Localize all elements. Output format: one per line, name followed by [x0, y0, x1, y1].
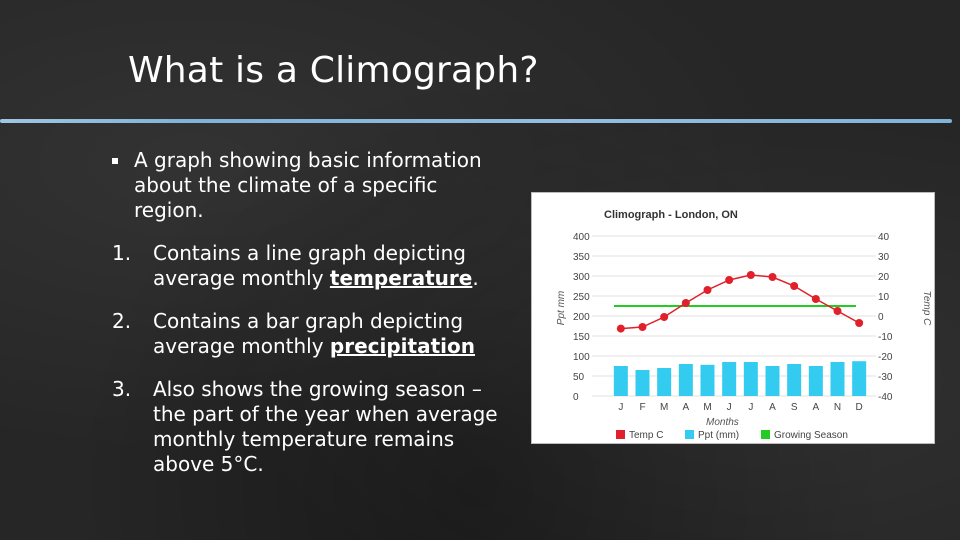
month-tick-label: A [812, 402, 819, 413]
list-item-2: 2. Contains a bar graph depicting averag… [112, 309, 502, 359]
precip-bar [635, 370, 650, 396]
list-item-text: Contains a bar graph depicting average m… [153, 309, 502, 359]
temperature-point [681, 299, 690, 307]
right-tick-label: 30 [878, 252, 890, 263]
temperature-point [616, 324, 625, 333]
list-item-text: Also shows the growing season – the part… [153, 377, 498, 476]
precip-bar [765, 366, 780, 396]
left-tick-label: 150 [573, 332, 590, 343]
precip-bar [852, 361, 867, 396]
right-tick-label: -20 [878, 352, 893, 363]
list-number: 3. [112, 377, 132, 401]
chart-svg: Climograph - London, ON 4003503002502001… [556, 209, 932, 441]
temperature-point [660, 313, 669, 321]
slide-title: What is a Climograph? [128, 50, 539, 91]
chart-grid [592, 235, 876, 397]
list-item-1: 1. Contains a line graph depicting avera… [112, 241, 502, 291]
month-tick-label: J [748, 402, 753, 413]
legend-label: Growing Season [774, 430, 848, 441]
right-axis-label: Temp C [921, 291, 932, 326]
month-tick-label: M [660, 402, 668, 413]
left-axis-label: Ppt mm [556, 291, 567, 325]
temperature-point [638, 323, 647, 331]
precip-bar [722, 362, 737, 396]
month-tick-label: M [703, 402, 711, 413]
list-item-3: 3. Also shows the growing season – the p… [112, 377, 502, 477]
left-tick-label: 350 [573, 252, 590, 263]
right-tick-label: 20 [878, 272, 890, 283]
list-number: 1. [112, 241, 132, 265]
temperature-point [790, 282, 799, 290]
temperature-line [616, 271, 864, 333]
legend-swatch [616, 430, 625, 439]
right-tick-label: -10 [878, 332, 893, 343]
chart-title: Climograph - London, ON [604, 209, 738, 221]
month-tick-label: J [727, 402, 732, 413]
left-tick-label: 300 [573, 272, 590, 283]
right-tick-label: 40 [878, 232, 890, 243]
month-tick-label: A [769, 402, 776, 413]
right-tick-label: 0 [878, 312, 884, 323]
left-tick-label: 100 [573, 352, 590, 363]
precip-bar [657, 368, 672, 396]
right-axis-ticks: 40 30 20 10 0 -10 -20 -30 -40 [878, 232, 893, 403]
climograph-chart: Climograph - London, ON 400 350 300 250 200 1… [531, 192, 935, 444]
bullet-definition: A graph showing basic information about … [112, 148, 512, 223]
title-underline [0, 119, 952, 123]
temperature-point [746, 271, 755, 279]
month-tick-label: S [791, 402, 798, 413]
precipitation-bars [613, 361, 867, 396]
temperature-point [703, 286, 712, 294]
precip-bar [678, 364, 693, 396]
precip-bar [808, 366, 823, 396]
keyword-temperature: temperature [329, 266, 473, 290]
bullet-text: A graph showing basic information about … [134, 148, 482, 222]
item-text-pre: Contains a line graph depicting average … [153, 241, 466, 290]
left-tick-label: 250 [573, 292, 590, 303]
legend-swatch [761, 430, 770, 439]
month-tick-label: F [639, 402, 645, 413]
precip-bar [743, 362, 758, 396]
month-tick-label: J [618, 402, 623, 413]
left-tick-label: 0 [573, 392, 579, 403]
legend-label: Temp C [629, 430, 663, 441]
temperature-point [768, 273, 777, 281]
list-number: 2. [112, 309, 132, 333]
precip-bar [700, 364, 715, 396]
temperature-point [833, 307, 842, 315]
x-axis-label: Months [706, 417, 739, 428]
left-tick-label: 50 [573, 372, 585, 383]
item-text-pre: Contains a bar graph depicting average m… [153, 309, 464, 358]
left-axis-ticks: 400 350 300 250 200 150 100 50 0 [573, 232, 590, 403]
legend-label: Ppt (mm) [698, 430, 739, 441]
right-tick-label: -40 [878, 392, 893, 403]
precip-bar [613, 366, 628, 396]
month-tick-label: A [682, 402, 689, 413]
precip-bar [830, 362, 845, 396]
month-tick-label: N [834, 402, 841, 413]
left-tick-label: 400 [573, 232, 590, 243]
month-tick-label: D [856, 402, 863, 413]
right-tick-label: -30 [878, 372, 893, 383]
keyword-precipitation: precipitation [329, 334, 475, 358]
square-bullet-icon [112, 158, 118, 164]
temperature-point [855, 319, 864, 327]
item-text-post: . [472, 266, 479, 290]
left-tick-label: 200 [573, 312, 590, 323]
list-item-text: Contains a line graph depicting average … [153, 241, 502, 291]
chart-legend: Temp C Ppt (mm) Growing Season [616, 430, 848, 441]
legend-swatch [685, 430, 694, 439]
temperature-point [725, 276, 734, 284]
temperature-series-line [620, 274, 860, 330]
precip-bar [787, 364, 802, 396]
right-tick-label: 10 [878, 292, 890, 303]
temperature-point [811, 295, 820, 303]
